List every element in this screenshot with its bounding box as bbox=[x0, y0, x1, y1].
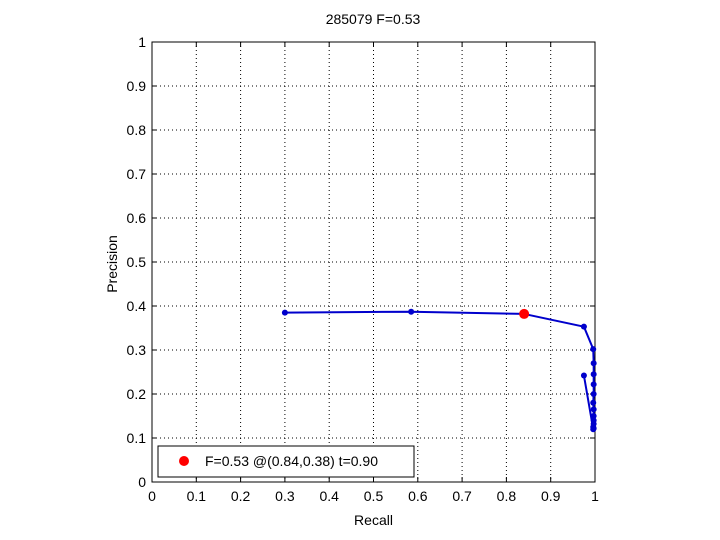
pr-point bbox=[580, 323, 587, 330]
x-tick-label: 0.7 bbox=[452, 488, 472, 504]
x-tick-label: 0.5 bbox=[364, 488, 384, 504]
best-f-point bbox=[519, 308, 530, 319]
pr-point bbox=[590, 381, 597, 388]
pr-point bbox=[590, 391, 597, 397]
x-tick-label: 0.9 bbox=[541, 488, 561, 504]
y-tick-label: 0.2 bbox=[127, 386, 147, 402]
best-f-marker bbox=[519, 308, 530, 319]
pr-point bbox=[281, 309, 288, 316]
pr-point bbox=[590, 406, 597, 413]
chart-title: 285079 F=0.53 bbox=[326, 11, 421, 27]
axis-ticks: 0 0.1 0.2 0.3 0.4 0.5 0.6 0.7 0.8 0.9 1 0 0.1 0.2 0.3 0… bbox=[127, 34, 600, 504]
legend: F=0.53 @(0.84,0.38) t=0.90 bbox=[157, 445, 415, 478]
legend-label: F=0.53 @(0.84,0.38) t=0.90 bbox=[205, 453, 378, 469]
legend-box bbox=[157, 445, 415, 478]
y-tick-label: 0.1 bbox=[127, 430, 147, 446]
x-tick-label: 0.6 bbox=[408, 488, 428, 504]
x-tick-label: 0 bbox=[148, 488, 156, 504]
pr-point bbox=[590, 371, 597, 378]
y-tick-label: 0.3 bbox=[127, 342, 147, 358]
pr-point bbox=[590, 360, 597, 367]
legend-marker bbox=[179, 456, 189, 466]
pr-point bbox=[590, 426, 597, 433]
y-axis-title: Precision bbox=[104, 235, 120, 293]
pr-point bbox=[590, 399, 597, 406]
pr-point bbox=[580, 372, 587, 379]
y-tick-label: 0.6 bbox=[127, 210, 147, 226]
pr-point bbox=[590, 413, 597, 419]
x-tick-label: 0.8 bbox=[497, 488, 517, 504]
x-tick-label: 0.2 bbox=[231, 488, 251, 504]
y-tick-label: 0.9 bbox=[127, 78, 147, 94]
y-tick-label: 0 bbox=[138, 474, 146, 490]
x-tick-label: 0.4 bbox=[319, 488, 339, 504]
y-tick-label: 0.7 bbox=[127, 166, 147, 182]
y-tick-label: 1 bbox=[138, 34, 146, 50]
x-tick-label: 1 bbox=[591, 488, 599, 504]
y-tick-label: 0.4 bbox=[127, 298, 147, 314]
y-tick-label: 0.5 bbox=[127, 254, 147, 270]
pr-point bbox=[590, 346, 597, 353]
x-tick-label: 0.1 bbox=[187, 488, 207, 504]
pr-point bbox=[408, 308, 415, 315]
x-tick-label: 0.3 bbox=[275, 488, 295, 504]
y-tick-label: 0.8 bbox=[127, 122, 147, 138]
x-axis-title: Recall bbox=[354, 512, 393, 528]
